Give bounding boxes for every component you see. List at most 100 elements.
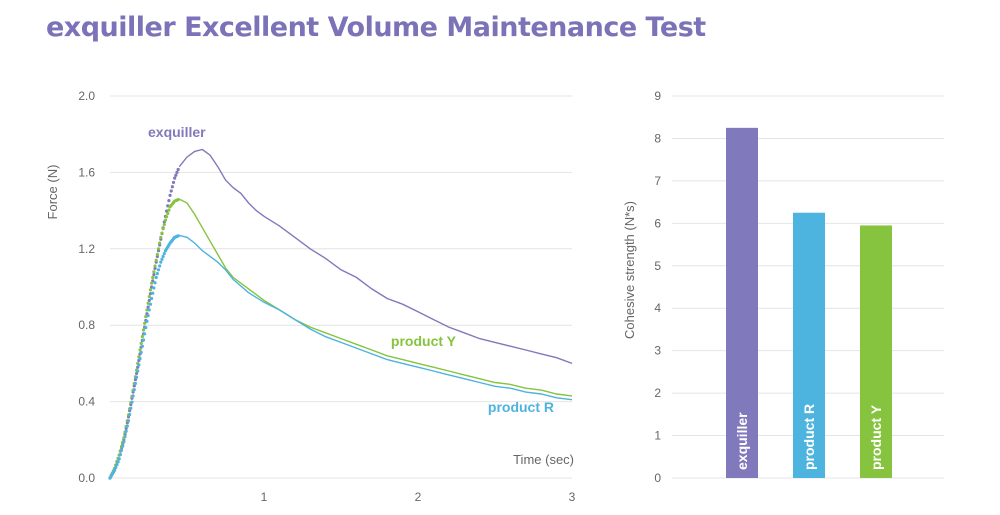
rise-dot [158, 241, 162, 245]
y-tick-label: 5 [654, 259, 661, 273]
rise-dot [138, 357, 142, 361]
y-tick-label: 9 [654, 89, 661, 103]
rise-dot [176, 198, 180, 202]
rise-dot [146, 305, 150, 309]
y-tick-label: 7 [654, 174, 661, 188]
rise-dot [159, 260, 163, 264]
y-tick-label: 2 [654, 386, 661, 400]
y-tick-label: 0.0 [78, 471, 95, 485]
series-line [179, 234, 573, 401]
rise-dot [145, 308, 149, 312]
rise-dot [133, 381, 138, 386]
rise-dot [171, 180, 176, 185]
rise-dot [123, 434, 127, 439]
rise-dot [134, 371, 139, 376]
rise-dot [113, 468, 117, 472]
rise-dot [128, 412, 132, 417]
rise-dot [138, 348, 142, 352]
rise-dot [163, 218, 168, 222]
rise-dot [173, 176, 177, 180]
y-tick-label: 1.6 [78, 165, 95, 179]
rise-dot [136, 365, 140, 369]
y-tick-label: 1 [654, 429, 661, 443]
rise-dot [117, 457, 121, 461]
rise-dot [166, 211, 170, 216]
rise-dot [151, 279, 155, 283]
rise-dot [152, 286, 156, 290]
rise-dot [149, 281, 154, 285]
rise-dot [147, 298, 151, 302]
rise-dot [147, 294, 151, 299]
rise-dot [114, 465, 118, 470]
rise-dot [145, 319, 149, 323]
rise-dot [169, 189, 173, 193]
rise-dot [153, 266, 157, 270]
rise-dot [155, 252, 159, 257]
rise-dot [160, 231, 164, 235]
rise-dot [146, 314, 150, 318]
rise-dot [132, 384, 136, 388]
rise-dot [151, 275, 155, 280]
rise-dot [143, 332, 147, 336]
rise-dot [139, 350, 143, 355]
rise-dot [151, 291, 155, 295]
rise-dot [134, 375, 139, 379]
y-tick-label: 4 [654, 301, 661, 315]
rise-dot [154, 275, 158, 280]
y-tick-label: 0 [654, 471, 661, 485]
rise-dot [140, 335, 144, 339]
rise-dot [156, 247, 161, 251]
bar-product-r [793, 212, 825, 478]
series-label-exquiller: exquiller [148, 124, 206, 140]
rise-dot [149, 296, 154, 301]
rise-dot [176, 167, 180, 172]
rise-dot [130, 400, 134, 404]
rise-dot [119, 448, 124, 452]
rise-dot [122, 440, 126, 444]
bar-label-product-y: product Y [868, 404, 884, 470]
series-label-product-y: product Y [391, 333, 457, 349]
rise-dot [141, 338, 146, 342]
rise-dot [115, 463, 119, 467]
y-axis-title: Force (N) [45, 165, 60, 220]
series-line [178, 198, 573, 397]
rise-dot [160, 257, 164, 261]
rise-dot [170, 185, 174, 189]
rise-dot [144, 325, 148, 330]
rise-dot [175, 170, 179, 174]
rise-dot [147, 308, 151, 312]
rise-dot [143, 321, 147, 325]
rise-dot [116, 460, 120, 464]
rise-dot [139, 341, 143, 345]
rise-dot [121, 444, 125, 448]
rise-dot [167, 208, 171, 212]
rise-dot [152, 270, 156, 274]
rise-dot [133, 378, 138, 382]
y-axis-title: Cohesive strength (N*s) [622, 201, 637, 339]
series-product-r [108, 234, 573, 480]
rise-dot [162, 251, 166, 256]
rise-dot [162, 222, 166, 227]
y-tick-label: 3 [654, 344, 661, 358]
y-tick-label: 8 [654, 131, 661, 145]
rise-dot [125, 424, 129, 428]
rise-dot [148, 288, 153, 292]
bar-label-exquiller: exquiller [734, 412, 750, 470]
x-tick-label: 2 [415, 490, 422, 504]
rise-dot [136, 369, 140, 373]
rise-dot [164, 215, 169, 219]
series-label-product-r: product R [488, 399, 554, 415]
rise-dot [168, 193, 172, 197]
force-time-line-chart: 0.0 0.4 0.8 1.2 1.6 2.0 1 2 3 Force (N) Time (sec)… [45, 89, 576, 504]
y-tick-label: 0.8 [78, 318, 95, 332]
y-tick-label: 1.2 [78, 242, 95, 256]
rise-dot [129, 406, 133, 410]
rise-dot [158, 264, 162, 268]
rise-dot [174, 173, 178, 177]
x-axis-title: Time (sec) [513, 452, 574, 467]
rise-dot [155, 272, 159, 276]
series-line [178, 148, 573, 365]
rise-dot [118, 453, 122, 457]
rise-dot [141, 328, 146, 332]
rise-dot [124, 429, 128, 433]
